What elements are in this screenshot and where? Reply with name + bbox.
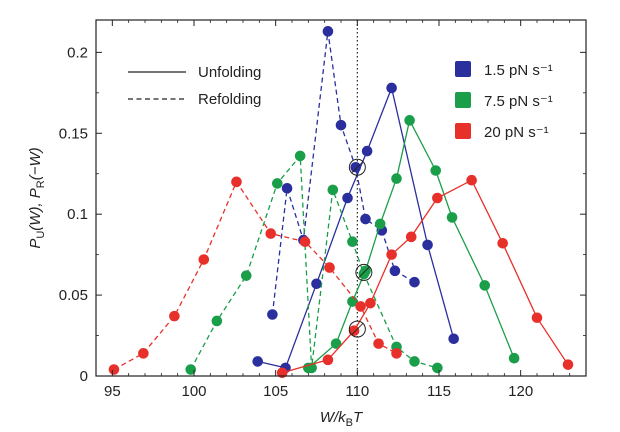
y-tick-label: 0.2 — [67, 44, 88, 61]
data-point — [169, 310, 180, 322]
data-point — [265, 228, 277, 239]
data-point — [350, 161, 362, 173]
x-tick-label: 115 — [427, 383, 451, 400]
data-point — [327, 184, 339, 196]
data-point — [466, 174, 477, 186]
crossing-circle-mark — [351, 323, 364, 335]
y-tick-label: 0.1 — [67, 206, 88, 223]
data-point — [335, 119, 347, 131]
legend-label: Refolding — [198, 91, 261, 108]
data-point — [185, 364, 197, 375]
x-tick-label: 120 — [508, 383, 533, 400]
data-point — [432, 192, 443, 204]
y-axis-label: PU(W), PR(−W) — [27, 147, 47, 248]
data-point — [348, 325, 360, 336]
series-line — [113, 180, 397, 371]
data-point — [211, 315, 223, 327]
axes: 95 100 105 110 115 120 0 0.05 0.1 0.15 0.2 W/kBT PU(… — [27, 19, 587, 429]
data-point — [386, 249, 397, 260]
legend-swatch — [455, 61, 471, 77]
crossing-circle-mark — [357, 266, 370, 279]
y-tick-label: 0.05 — [59, 287, 88, 304]
data-point — [360, 213, 371, 225]
data-point — [391, 348, 402, 359]
data-point — [409, 356, 420, 367]
data-point — [497, 238, 509, 249]
data-point — [281, 182, 293, 194]
data-point — [404, 115, 415, 126]
data-point — [430, 165, 442, 176]
data-point — [508, 352, 520, 364]
legend-swatch — [455, 92, 471, 108]
data-point — [432, 362, 443, 374]
x-tick-label: 95 — [104, 383, 121, 400]
legend: Unfolding Refolding 1.5 pN s⁻¹ 7.5 pN s⁻¹ 20… — [128, 61, 553, 141]
crossing-circle — [348, 158, 366, 176]
data-point — [324, 262, 335, 273]
data-point — [365, 297, 376, 309]
plot-area — [108, 20, 574, 379]
series-unfolding — [303, 115, 520, 374]
data-point — [198, 254, 210, 265]
data-point — [358, 268, 370, 280]
data-point — [322, 354, 334, 366]
x-tick-label: 100 — [181, 383, 206, 400]
data-point — [138, 348, 149, 359]
data-point — [409, 276, 420, 288]
data-point — [479, 280, 491, 291]
series-refolding — [185, 150, 443, 375]
data-point — [347, 236, 358, 247]
data-point — [267, 309, 278, 320]
data-point — [422, 239, 433, 251]
data-point — [355, 301, 366, 312]
data-point — [322, 26, 334, 37]
series-refolding — [267, 26, 420, 320]
data-point — [389, 265, 401, 277]
data-point — [299, 236, 311, 247]
data-point — [386, 82, 397, 94]
crossing-circle — [355, 263, 373, 281]
x-tick-label: 105 — [263, 383, 288, 400]
data-point — [446, 212, 458, 223]
data-point — [231, 176, 242, 188]
x-axis-label: W/kBT — [320, 409, 364, 429]
legend-label: Unfolding — [198, 64, 261, 81]
data-point — [391, 173, 402, 184]
y-tick-label: 0 — [80, 368, 88, 385]
data-point — [294, 150, 306, 162]
legend-swatch — [455, 123, 471, 139]
data-point — [240, 270, 252, 281]
series-refolding — [108, 176, 402, 375]
x-tick-label: 110 — [345, 383, 369, 400]
series-line — [282, 179, 569, 374]
series-line — [307, 118, 515, 369]
data-point — [330, 338, 342, 349]
data-point — [374, 218, 386, 230]
data-point — [531, 312, 543, 324]
data-point — [311, 278, 322, 290]
series-unfolding — [276, 174, 574, 379]
data-point — [361, 145, 373, 157]
data-point — [405, 231, 417, 243]
y-tick-label: 0.15 — [59, 125, 88, 142]
legend-label: 20 pN s⁻¹ — [484, 124, 549, 141]
data-point — [448, 333, 460, 345]
data-point — [562, 359, 574, 370]
data-point — [108, 364, 120, 375]
series-line — [190, 154, 438, 370]
data-point — [252, 356, 263, 367]
data-point — [373, 338, 384, 349]
data-point — [272, 178, 283, 189]
data-point — [342, 192, 353, 204]
legend-label: 1.5 pN s⁻¹ — [484, 62, 553, 79]
legend-label: 7.5 pN s⁻¹ — [484, 93, 553, 110]
crossing-circle — [348, 320, 366, 338]
crossing-circle-mark — [351, 161, 364, 174]
